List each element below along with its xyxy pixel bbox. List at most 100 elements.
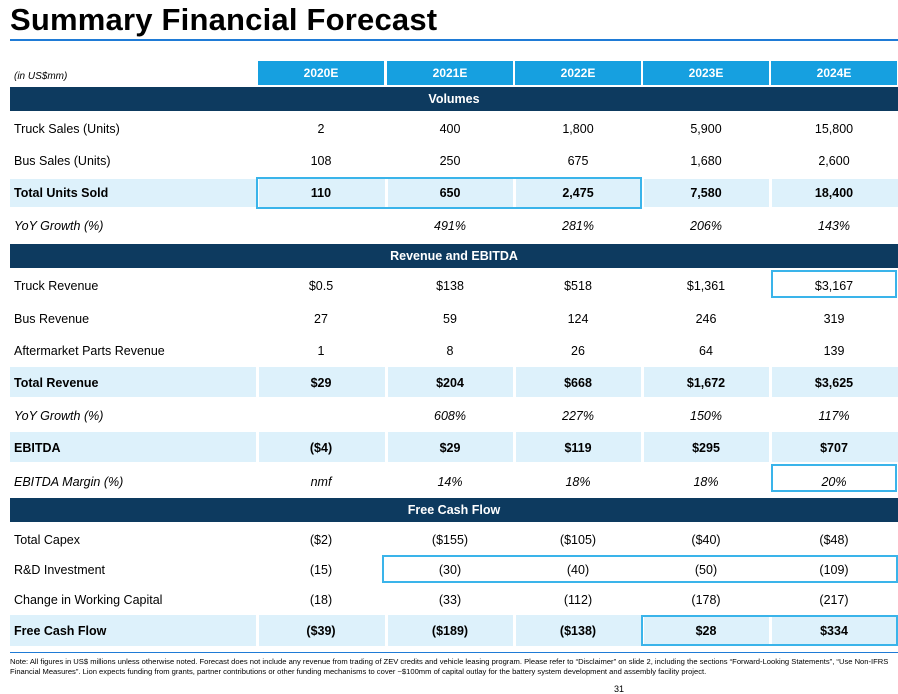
cell-2021e: 650	[439, 186, 461, 200]
year-header-2020: 2020E	[258, 61, 384, 85]
column-gap	[385, 367, 388, 397]
row-label: EBITDA Margin (%)	[14, 475, 124, 489]
year-header-2022: 2022E	[515, 61, 641, 85]
column-gap	[769, 367, 772, 397]
cell-2021e: 14%	[437, 475, 463, 489]
cell-2024e: $707	[820, 441, 848, 455]
cell-2022e: 2,475	[562, 186, 594, 200]
row-shading	[10, 367, 898, 397]
cell-2023e: 1,680	[690, 154, 722, 168]
cell-2020e: ($39)	[306, 624, 336, 638]
row-label: Total Units Sold	[14, 186, 109, 200]
highlight-box-units-2020-2022	[256, 177, 642, 209]
cell-2022e: ($138)	[559, 624, 597, 638]
column-gap	[513, 615, 516, 646]
title-underline	[10, 39, 898, 41]
row-label: YoY Growth (%)	[14, 219, 104, 233]
cell-2024e: 117%	[818, 409, 850, 423]
cell-2023e: (50)	[694, 563, 718, 577]
column-gap	[641, 432, 644, 462]
cell-2021e: $29	[439, 441, 461, 455]
row-label: YoY Growth (%)	[14, 409, 104, 423]
cell-2021e: 400	[439, 122, 461, 136]
table-row-capex: Total Capex ($2) ($155) ($105) ($40) ($48)	[10, 529, 898, 551]
cell-2020e: ($4)	[309, 441, 333, 455]
cell-2024e: 139	[823, 344, 845, 358]
cell-2023e: ($40)	[691, 533, 721, 547]
column-gap	[385, 179, 388, 207]
column-gap	[641, 367, 644, 397]
cell-2021e: (33)	[438, 593, 462, 607]
column-gap	[385, 432, 388, 462]
cell-2022e: 1,800	[562, 122, 594, 136]
table-row-bus-rev: Bus Revenue 27 59 124 246 319	[10, 308, 898, 330]
cell-2020e: 110	[310, 186, 332, 200]
cell-2024e: 319	[823, 312, 845, 326]
table-row-truck-sales: Truck Sales (Units) 2 400 1,800 5,900 15,800	[10, 118, 898, 140]
cell-2024e: 2,600	[818, 154, 850, 168]
row-label: EBITDA	[14, 441, 61, 455]
cell-2022e: $668	[564, 376, 592, 390]
row-label: Total Revenue	[14, 376, 99, 390]
table-row-ebitda: EBITDA ($4) $29 $119 $295 $707	[10, 432, 898, 462]
row-shading	[10, 179, 898, 207]
cell-2020e: ($2)	[309, 533, 333, 547]
cell-2023e: 64	[699, 344, 713, 358]
cell-2023e: (178)	[691, 593, 721, 607]
table-row-yoy-rev: YoY Growth (%) 608% 227% 150% 117%	[10, 405, 898, 427]
column-gap	[256, 367, 259, 397]
cell-2024e: 15,800	[814, 122, 854, 136]
page-number: 31	[614, 684, 625, 694]
table-row-aftermarket: Aftermarket Parts Revenue 1 8 26 64 139	[10, 340, 898, 362]
cell-2023e: $1,361	[686, 279, 726, 293]
cell-2021e: 8	[446, 344, 454, 358]
page-title: Summary Financial Forecast	[10, 2, 438, 37]
cell-2022e: 281%	[562, 219, 594, 233]
cell-2022e: ($105)	[559, 533, 597, 547]
table-row-fcf: Free Cash Flow ($39) ($189) ($138) $28 $334	[10, 615, 898, 646]
cell-2020e: (18)	[309, 593, 333, 607]
cell-2024e: 18,400	[814, 186, 854, 200]
cell-2023e: $1,672	[686, 376, 726, 390]
cell-2023e: 206%	[690, 219, 722, 233]
row-shading	[10, 432, 898, 462]
column-gap	[385, 615, 388, 646]
highlight-box-truck-revenue-2024	[771, 270, 897, 298]
table-row-total-rev: Total Revenue $29 $204 $668 $1,672 $3,625	[10, 367, 898, 397]
column-gap	[769, 432, 772, 462]
year-header-2021: 2021E	[387, 61, 513, 85]
row-shading	[10, 615, 898, 646]
footnote-divider	[10, 652, 898, 653]
table-row-wc: Change in Working Capital (18) (33) (112) (1…	[10, 589, 898, 611]
row-label: Free Cash Flow	[14, 624, 107, 638]
table-row-total-units: Total Units Sold 110 650 2,475 7,580 18,400	[10, 179, 898, 207]
cell-2020e: nmf	[310, 475, 332, 489]
cell-2023e: 150%	[690, 409, 722, 423]
cell-2021e: 491%	[434, 219, 466, 233]
cell-2023e: 7,580	[690, 186, 722, 200]
cell-2020e: 1	[317, 344, 325, 358]
cell-2021e: ($155)	[431, 533, 469, 547]
column-gap	[256, 432, 259, 462]
row-label: Change in Working Capital	[14, 593, 163, 607]
section-revenue-ebitda: Revenue and EBITDA	[10, 244, 898, 268]
cell-2021e: $138	[436, 279, 464, 293]
cell-2023e: 18%	[693, 475, 719, 489]
column-gap	[256, 615, 259, 646]
cell-2024e: ($48)	[819, 533, 849, 547]
cell-2020e: 108	[310, 154, 332, 168]
row-label: Total Capex	[14, 533, 81, 547]
cell-2022e: 124	[567, 312, 589, 326]
year-header-2024: 2024E	[771, 61, 897, 85]
cell-2022e: 18%	[565, 475, 591, 489]
cell-2020e: 27	[314, 312, 328, 326]
table-row-truck-rev: Truck Revenue $0.5 $138 $518 $1,361 $3,167	[10, 275, 898, 297]
cell-2021e: 250	[439, 154, 461, 168]
cell-2022e: (112)	[563, 593, 593, 607]
cell-2024e: $334	[820, 624, 848, 638]
cell-2023e: 246	[695, 312, 717, 326]
cell-2024e: 20%	[821, 475, 847, 489]
cell-2022e: 26	[571, 344, 585, 358]
highlight-box-fcf-2023-2024	[641, 615, 898, 646]
units-note: (in US$mm)	[14, 71, 68, 82]
